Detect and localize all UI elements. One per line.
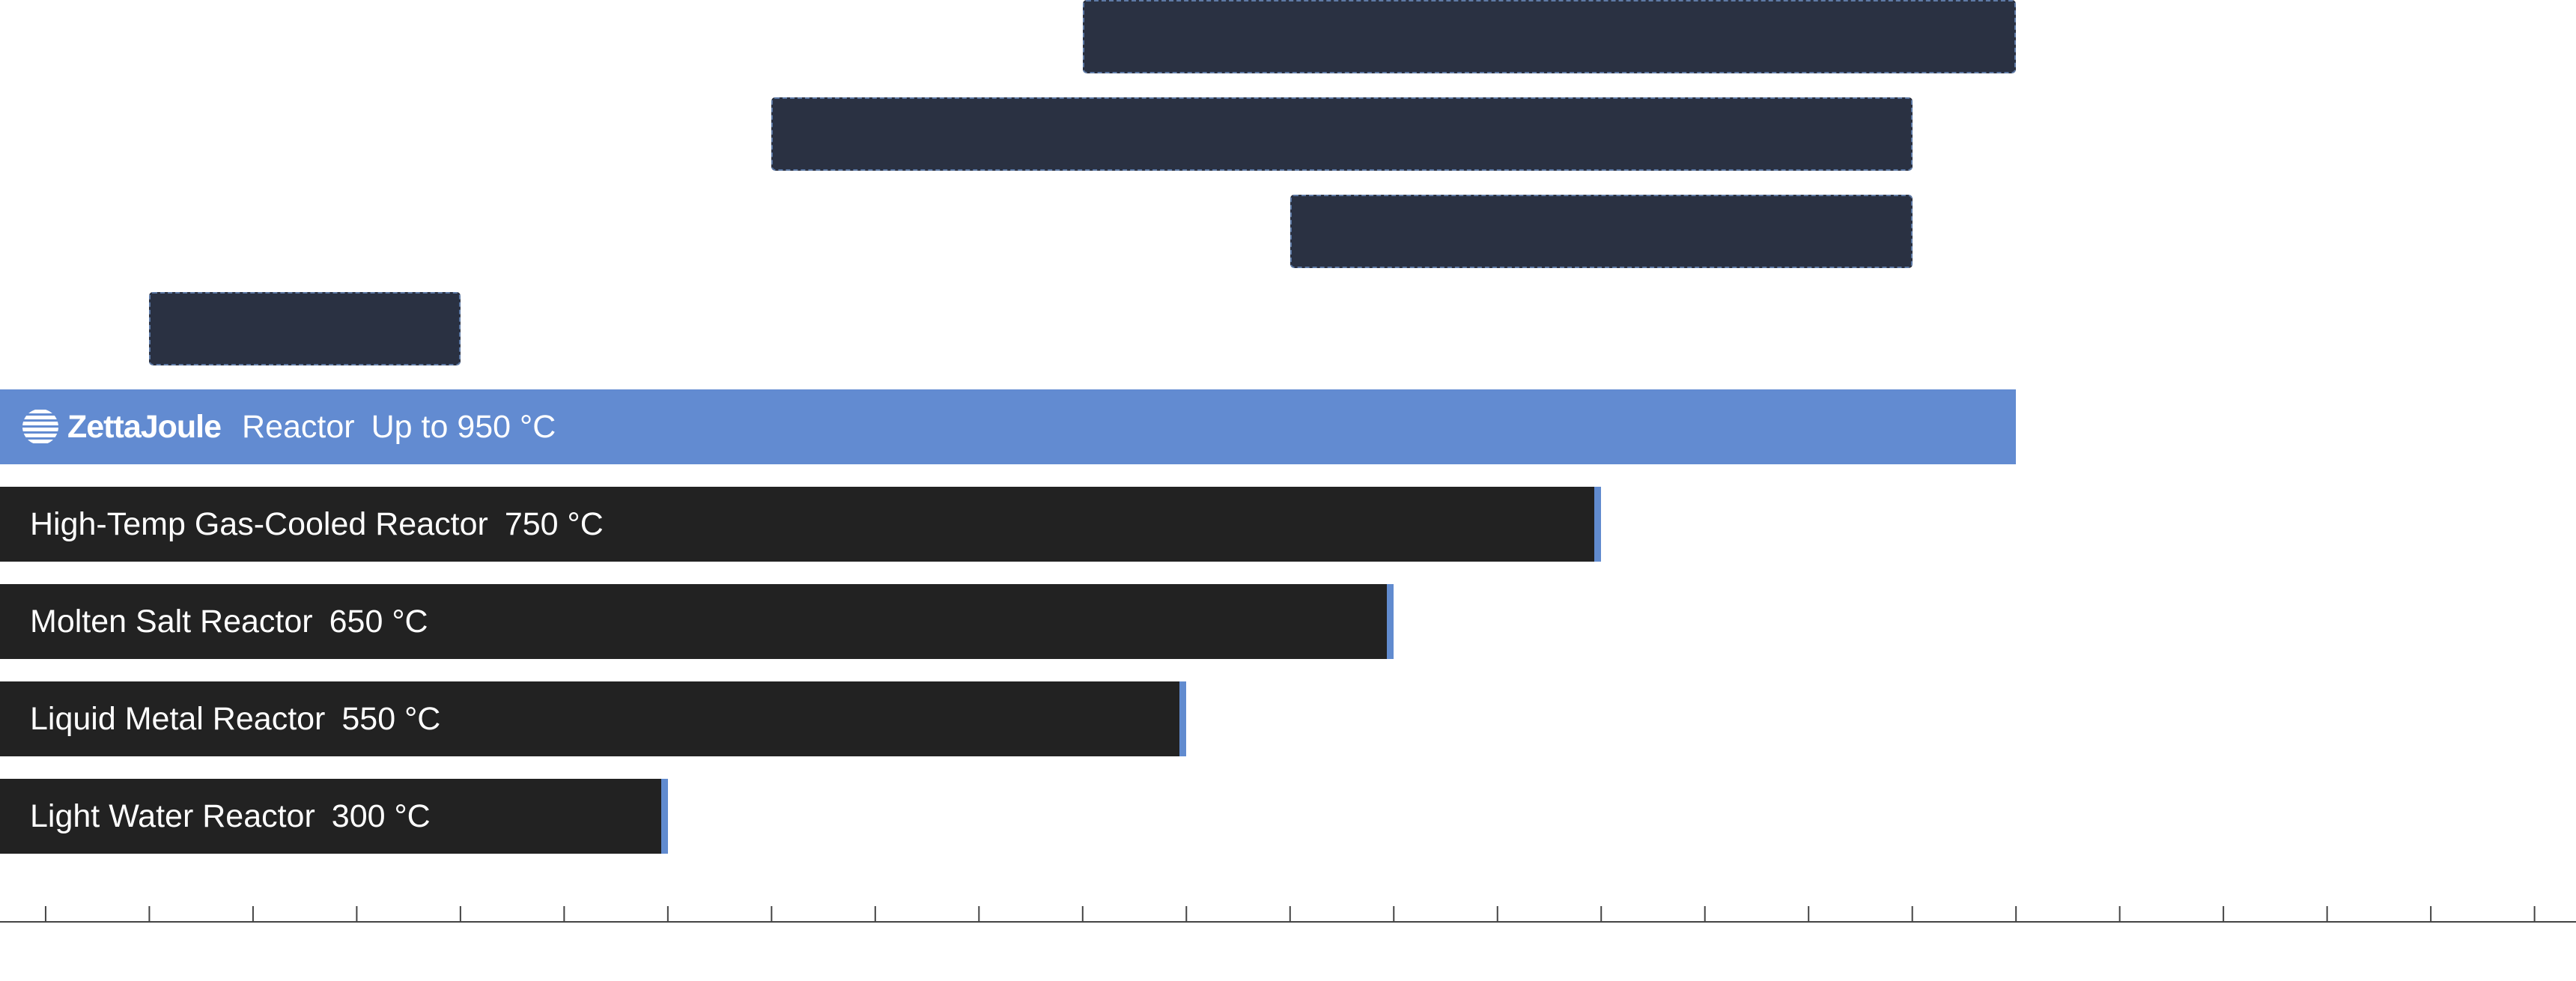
bar-high-temp-gas-cooled-reactor: High-Temp Gas-Cooled Reactor 750 °C — [0, 487, 1602, 562]
bar-value: Up to 950 °C — [371, 408, 556, 445]
zettajoule-globe-icon — [22, 410, 58, 443]
bar-value: 750 °C — [504, 505, 604, 542]
range-box — [1082, 0, 2017, 73]
bar-value: 300 °C — [331, 798, 431, 834]
bar-label: Molten Salt Reactor — [30, 603, 313, 640]
range-box — [771, 97, 1913, 171]
range-box — [1289, 195, 1913, 268]
bar-liquid-metal-reactor: Liquid Metal Reactor 550 °C — [0, 681, 1187, 756]
bar-value: 550 °C — [341, 700, 441, 737]
bar-label: Reactor — [242, 408, 355, 445]
x-axis — [0, 906, 2576, 923]
bar-molten-salt-reactor: Molten Salt Reactor 650 °C — [0, 584, 1394, 659]
bar-label: High-Temp Gas-Cooled Reactor — [30, 505, 488, 542]
zettajoule-logo: ZettaJoule — [0, 407, 222, 446]
bar-label: Light Water Reactor — [30, 798, 315, 834]
range-box — [149, 292, 461, 365]
bar-label: Liquid Metal Reactor — [30, 700, 326, 737]
bar-value: 650 °C — [329, 603, 428, 640]
bar-light-water-reactor: Light Water Reactor 300 °C — [0, 779, 668, 854]
bar-zettajoule-reactor: ZettaJoule Reactor Up to 950 °C — [0, 389, 2017, 464]
brand-name: ZettaJoule — [67, 408, 222, 445]
